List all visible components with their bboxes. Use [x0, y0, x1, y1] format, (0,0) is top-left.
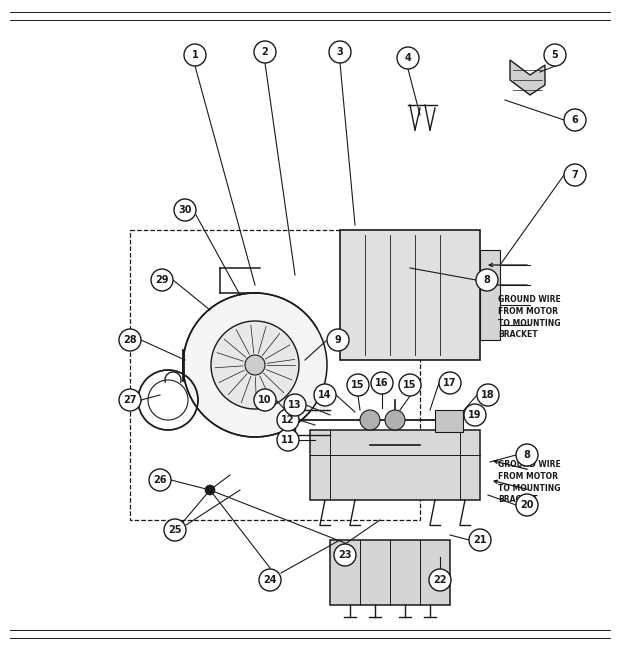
Text: 15: 15 [352, 380, 365, 390]
Circle shape [385, 410, 405, 430]
Text: 20: 20 [520, 500, 534, 510]
Circle shape [183, 293, 327, 437]
Circle shape [516, 494, 538, 516]
Bar [435, 410, 463, 432]
Text: 14: 14 [318, 390, 332, 400]
Circle shape [334, 544, 356, 566]
Circle shape [277, 409, 299, 431]
Circle shape [277, 429, 299, 451]
Text: 8: 8 [484, 275, 490, 285]
Text: 18: 18 [481, 390, 495, 400]
Text: 29: 29 [155, 275, 169, 285]
Text: eReplacementParts.com: eReplacementParts.com [211, 405, 329, 415]
Text: 13: 13 [288, 400, 302, 410]
Circle shape [329, 41, 351, 63]
Text: GROUND WIRE
FROM MOTOR
TO MOUNTING
BRACKET: GROUND WIRE FROM MOTOR TO MOUNTING BRACK… [498, 460, 560, 504]
Text: GROUND WIRE
FROM MOTOR
TO MOUNTING
BRACKET: GROUND WIRE FROM MOTOR TO MOUNTING BRACK… [498, 295, 560, 339]
Text: 22: 22 [433, 575, 447, 585]
Circle shape [254, 389, 276, 411]
Text: 23: 23 [339, 550, 352, 560]
Text: 16: 16 [375, 378, 389, 388]
Circle shape [184, 44, 206, 66]
Circle shape [544, 44, 566, 66]
Text: 24: 24 [264, 575, 277, 585]
Text: 28: 28 [123, 335, 137, 345]
Circle shape [439, 372, 461, 394]
Circle shape [464, 404, 486, 426]
Circle shape [245, 355, 265, 375]
Polygon shape [510, 60, 545, 95]
Text: 7: 7 [572, 170, 578, 180]
Bar [310, 430, 480, 500]
Circle shape [259, 569, 281, 591]
Circle shape [371, 372, 393, 394]
Text: 2: 2 [262, 47, 268, 57]
Bar [130, 230, 420, 520]
Text: 5: 5 [552, 50, 559, 60]
Circle shape [477, 384, 499, 406]
Circle shape [119, 329, 141, 351]
Circle shape [119, 389, 141, 411]
Circle shape [314, 384, 336, 406]
Text: 11: 11 [281, 435, 294, 445]
Text: 27: 27 [123, 395, 137, 405]
Circle shape [516, 444, 538, 466]
Text: 4: 4 [405, 53, 412, 63]
Circle shape [360, 410, 380, 430]
Text: 21: 21 [473, 535, 487, 545]
Circle shape [174, 199, 196, 221]
Bar [340, 230, 480, 360]
Text: 6: 6 [572, 115, 578, 125]
Circle shape [211, 321, 299, 409]
Circle shape [164, 519, 186, 541]
Circle shape [347, 374, 369, 396]
Bar [330, 540, 450, 605]
Text: 25: 25 [168, 525, 182, 535]
Circle shape [476, 269, 498, 291]
Circle shape [151, 269, 173, 291]
Circle shape [429, 569, 451, 591]
Text: 3: 3 [337, 47, 343, 57]
Text: 17: 17 [443, 378, 457, 388]
Text: 1: 1 [192, 50, 198, 60]
Text: 19: 19 [468, 410, 482, 420]
Text: 10: 10 [259, 395, 272, 405]
Text: 30: 30 [179, 205, 192, 215]
Circle shape [254, 41, 276, 63]
Text: 8: 8 [523, 450, 531, 460]
Circle shape [469, 529, 491, 551]
Text: 26: 26 [153, 475, 167, 485]
Circle shape [327, 329, 349, 351]
Text: 12: 12 [281, 415, 294, 425]
Circle shape [149, 469, 171, 491]
Circle shape [205, 485, 215, 495]
Circle shape [399, 374, 421, 396]
Circle shape [564, 164, 586, 186]
Text: 9: 9 [335, 335, 342, 345]
Circle shape [397, 47, 419, 69]
Bar [480, 250, 500, 340]
Text: 15: 15 [403, 380, 417, 390]
Circle shape [564, 109, 586, 131]
Circle shape [284, 394, 306, 416]
